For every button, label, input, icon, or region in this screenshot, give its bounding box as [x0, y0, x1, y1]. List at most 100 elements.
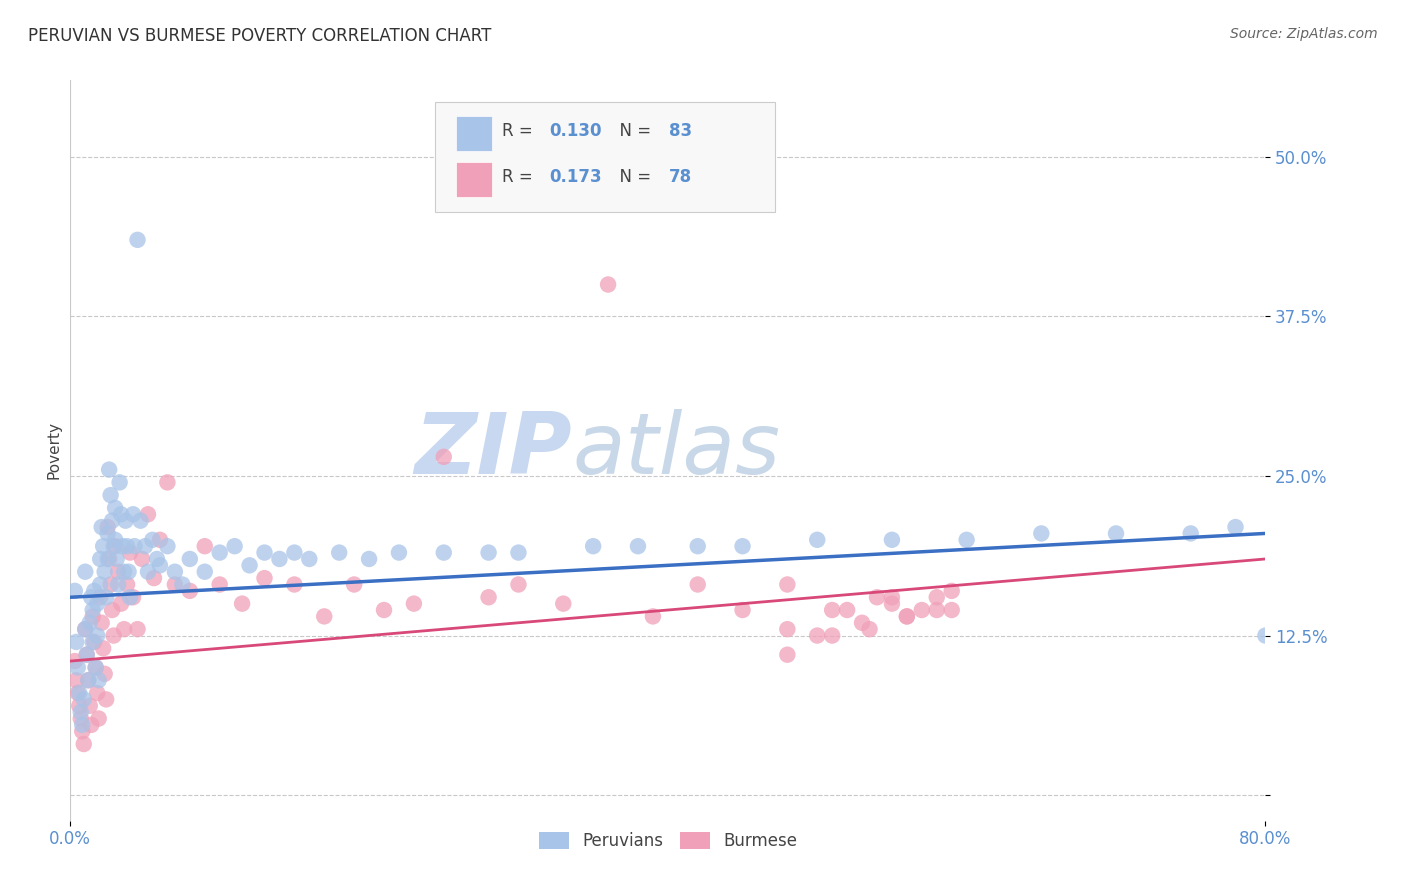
Point: [776, 577, 799, 591]
Point: [343, 577, 366, 591]
Point: [89, 591, 111, 605]
Point: [1180, 526, 1202, 541]
Point: [1254, 629, 1277, 643]
Point: [76, 648, 98, 662]
Point: [90, 615, 112, 630]
Y-axis label: Poverty: Poverty: [46, 421, 62, 480]
Text: 78: 78: [669, 168, 692, 186]
Point: [858, 622, 880, 636]
Text: N =: N =: [609, 121, 657, 140]
Text: 0.130: 0.130: [550, 121, 602, 140]
Point: [896, 609, 918, 624]
Point: [880, 591, 903, 605]
Point: [433, 450, 456, 464]
Point: [172, 577, 194, 591]
Point: [104, 539, 127, 553]
Point: [120, 545, 141, 559]
Point: [107, 577, 129, 591]
Point: [65, 635, 87, 649]
Point: [73, 692, 96, 706]
Point: [101, 603, 124, 617]
Point: [80, 718, 103, 732]
Point: [941, 603, 963, 617]
Point: [1225, 520, 1247, 534]
Point: [806, 629, 828, 643]
Point: [821, 629, 844, 643]
Point: [77, 673, 100, 688]
Point: [110, 597, 132, 611]
Text: R =: R =: [502, 168, 537, 186]
Point: [75, 565, 97, 579]
Point: [851, 615, 873, 630]
Point: [103, 629, 125, 643]
Point: [79, 698, 101, 713]
Point: [328, 545, 350, 559]
Point: [146, 552, 169, 566]
Point: [508, 577, 530, 591]
Point: [641, 609, 664, 624]
Point: [127, 622, 149, 636]
Point: [821, 603, 844, 617]
Point: [70, 724, 93, 739]
Point: [941, 583, 963, 598]
Point: [112, 565, 135, 579]
Text: ZIP: ZIP: [415, 409, 572, 492]
Point: [478, 591, 501, 605]
Point: [163, 565, 186, 579]
Point: [686, 539, 709, 553]
Point: [100, 488, 122, 502]
Point: [97, 552, 120, 566]
Text: R =: R =: [502, 121, 537, 140]
Point: [925, 603, 948, 617]
Text: atlas: atlas: [572, 409, 780, 492]
Point: [117, 565, 139, 579]
Point: [359, 552, 381, 566]
Point: [93, 666, 115, 681]
Point: [86, 597, 108, 611]
Point: [97, 520, 120, 534]
Point: [776, 648, 799, 662]
Point: [508, 545, 530, 559]
Point: [269, 552, 291, 566]
Text: N =: N =: [609, 168, 657, 186]
Point: [96, 591, 118, 605]
Point: [127, 233, 149, 247]
Point: [76, 648, 98, 662]
Point: [114, 514, 136, 528]
Point: [956, 533, 979, 547]
Point: [93, 565, 115, 579]
Point: [433, 545, 456, 559]
Point: [67, 698, 90, 713]
Text: Source: ZipAtlas.com: Source: ZipAtlas.com: [1230, 27, 1378, 41]
Point: [104, 500, 127, 515]
Point: [1031, 526, 1053, 541]
Point: [75, 622, 97, 636]
Point: [69, 705, 91, 719]
Point: [89, 577, 111, 591]
Legend: Peruvians, Burmese: Peruvians, Burmese: [531, 825, 804, 856]
Point: [104, 533, 127, 547]
Point: [231, 597, 253, 611]
Point: [194, 539, 217, 553]
Point: [65, 673, 87, 688]
Point: [87, 712, 110, 726]
Point: [156, 539, 179, 553]
Point: [582, 539, 605, 553]
Point: [63, 583, 86, 598]
Point: [67, 686, 90, 700]
Point: [880, 533, 903, 547]
Point: [86, 629, 108, 643]
Point: [122, 508, 145, 522]
Point: [224, 539, 246, 553]
Point: [141, 533, 163, 547]
Point: [880, 597, 903, 611]
Point: [163, 577, 186, 591]
Point: [108, 475, 131, 490]
Point: [70, 718, 93, 732]
Point: [120, 591, 141, 605]
Point: [97, 526, 120, 541]
Point: [84, 660, 107, 674]
Point: [253, 571, 276, 585]
Point: [627, 539, 650, 553]
Point: [129, 514, 152, 528]
